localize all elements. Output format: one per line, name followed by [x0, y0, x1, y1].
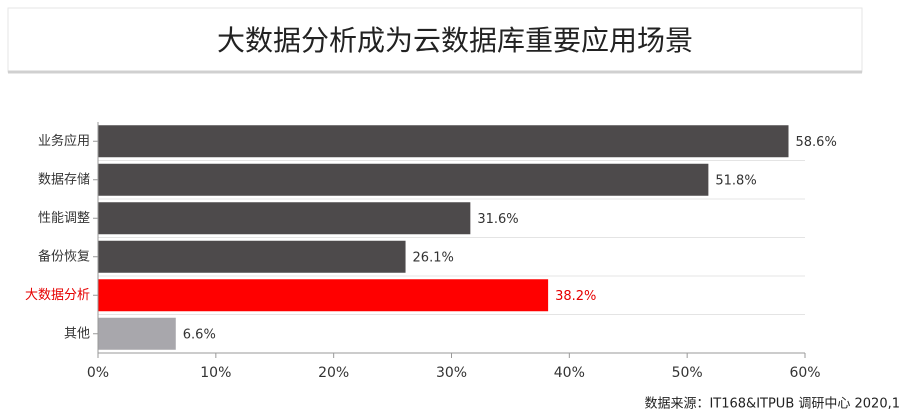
value-label: 38.2%	[555, 289, 596, 304]
x-tick-label: 40%	[554, 365, 585, 381]
y-tick-label: 性能调整	[38, 211, 90, 226]
value-label: 51.8%	[715, 173, 756, 188]
bar	[98, 317, 176, 350]
y-tick-label: 数据存储	[38, 172, 90, 187]
value-label: 31.6%	[477, 212, 518, 227]
y-tick-label: 大数据分析	[25, 288, 90, 303]
y-tick-label: 其他	[64, 326, 90, 341]
bar	[98, 163, 709, 196]
y-tick-label: 业务应用	[38, 133, 90, 149]
value-label: 26.1%	[413, 250, 454, 265]
x-tick-label: 0%	[87, 365, 109, 381]
x-tick-label: 60%	[789, 365, 820, 381]
y-tick-label: 备份恢复	[38, 248, 90, 264]
bar	[98, 240, 406, 273]
bar	[98, 125, 789, 158]
value-label: 58.6%	[796, 135, 837, 150]
x-tick-label: 50%	[672, 365, 703, 381]
bar	[98, 279, 549, 312]
x-tick-label: 10%	[200, 365, 231, 381]
bar	[98, 202, 471, 235]
source-note: 数据来源：IT168&ITPUB 调研中心 2020,1	[644, 397, 900, 412]
title-box	[7, 7, 863, 73]
value-label: 6.6%	[183, 327, 216, 342]
chart-title: 大数据分析成为云数据库重要应用场景	[217, 24, 693, 57]
x-tick-label: 30%	[436, 365, 467, 381]
x-tick-label: 20%	[318, 365, 349, 381]
